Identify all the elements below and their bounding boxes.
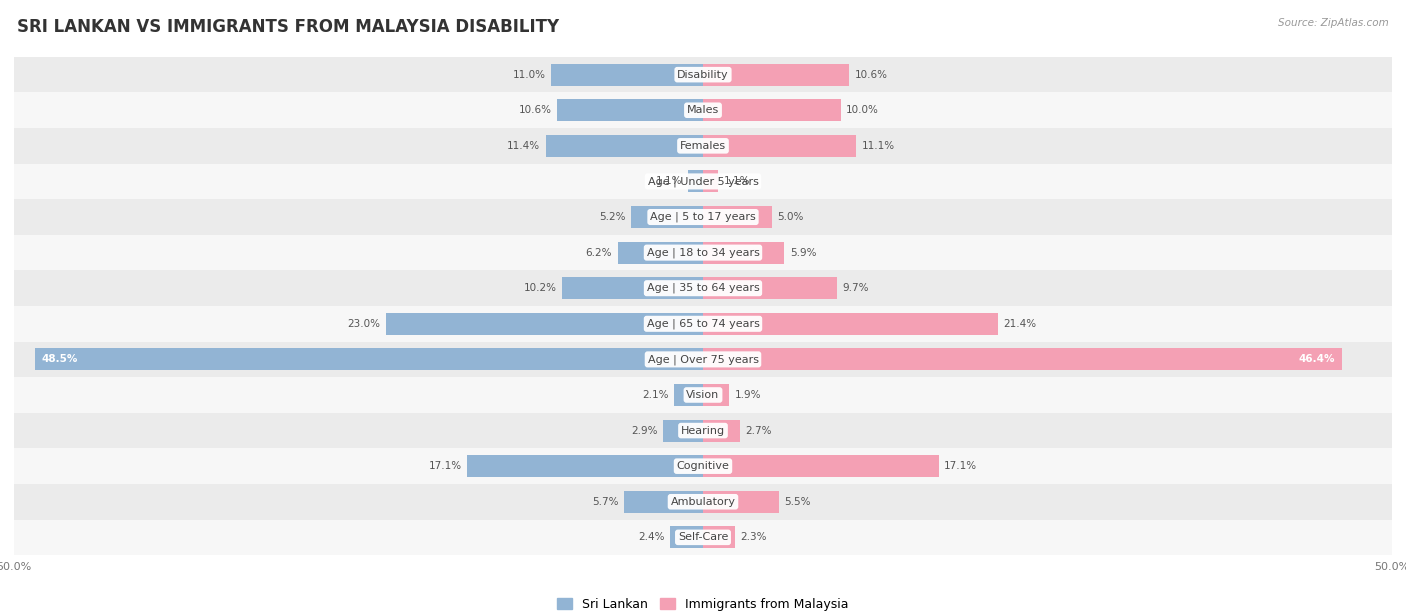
Text: Hearing: Hearing	[681, 425, 725, 436]
Bar	[14, 200, 1392, 235]
Bar	[703, 526, 735, 548]
Text: 10.6%: 10.6%	[855, 70, 887, 80]
Text: Age | 5 to 17 years: Age | 5 to 17 years	[650, 212, 756, 222]
Bar	[624, 491, 703, 513]
Bar	[703, 170, 718, 192]
Text: 48.5%: 48.5%	[42, 354, 77, 364]
Text: 1.1%: 1.1%	[655, 176, 682, 187]
Text: Disability: Disability	[678, 70, 728, 80]
Bar	[14, 128, 1392, 163]
Bar	[467, 455, 703, 477]
Bar	[557, 99, 703, 121]
Bar	[617, 242, 703, 264]
Text: 5.0%: 5.0%	[778, 212, 804, 222]
Bar	[664, 420, 703, 442]
Text: Source: ZipAtlas.com: Source: ZipAtlas.com	[1278, 18, 1389, 28]
Bar	[14, 235, 1392, 271]
Bar	[703, 491, 779, 513]
Text: 5.9%: 5.9%	[790, 248, 817, 258]
Text: 5.2%: 5.2%	[599, 212, 626, 222]
Text: Ambulatory: Ambulatory	[671, 497, 735, 507]
Text: Self-Care: Self-Care	[678, 532, 728, 542]
Text: Age | 65 to 74 years: Age | 65 to 74 years	[647, 318, 759, 329]
Bar	[688, 170, 703, 192]
Bar	[35, 348, 703, 370]
Bar	[703, 242, 785, 264]
Bar	[14, 163, 1392, 200]
Bar	[703, 99, 841, 121]
Bar	[703, 64, 849, 86]
Text: 2.4%: 2.4%	[638, 532, 665, 542]
Bar	[562, 277, 703, 299]
Text: 2.7%: 2.7%	[745, 425, 772, 436]
Text: SRI LANKAN VS IMMIGRANTS FROM MALAYSIA DISABILITY: SRI LANKAN VS IMMIGRANTS FROM MALAYSIA D…	[17, 18, 560, 36]
Text: Males: Males	[688, 105, 718, 115]
Bar	[703, 420, 740, 442]
Bar	[703, 455, 939, 477]
Text: 6.2%: 6.2%	[585, 248, 612, 258]
Text: 23.0%: 23.0%	[347, 319, 381, 329]
Bar	[546, 135, 703, 157]
Bar	[14, 92, 1392, 128]
Text: Age | 18 to 34 years: Age | 18 to 34 years	[647, 247, 759, 258]
Bar	[669, 526, 703, 548]
Text: 1.9%: 1.9%	[735, 390, 761, 400]
Text: Cognitive: Cognitive	[676, 461, 730, 471]
Bar	[14, 57, 1392, 92]
Text: 2.1%: 2.1%	[643, 390, 669, 400]
Bar	[703, 135, 856, 157]
Text: Age | Under 5 years: Age | Under 5 years	[648, 176, 758, 187]
Legend: Sri Lankan, Immigrants from Malaysia: Sri Lankan, Immigrants from Malaysia	[553, 593, 853, 612]
Bar	[703, 277, 837, 299]
Bar	[14, 341, 1392, 377]
Text: 9.7%: 9.7%	[842, 283, 869, 293]
Text: 17.1%: 17.1%	[945, 461, 977, 471]
Text: 1.1%: 1.1%	[724, 176, 751, 187]
Text: 5.7%: 5.7%	[592, 497, 619, 507]
Text: Age | 35 to 64 years: Age | 35 to 64 years	[647, 283, 759, 294]
Text: Age | Over 75 years: Age | Over 75 years	[648, 354, 758, 365]
Text: 11.4%: 11.4%	[508, 141, 540, 151]
Bar	[703, 313, 998, 335]
Bar	[673, 384, 703, 406]
Text: 11.0%: 11.0%	[513, 70, 546, 80]
Bar	[703, 384, 730, 406]
Text: 17.1%: 17.1%	[429, 461, 461, 471]
Text: Females: Females	[681, 141, 725, 151]
Bar	[14, 520, 1392, 555]
Bar	[703, 348, 1343, 370]
Text: 2.9%: 2.9%	[631, 425, 658, 436]
Text: 21.4%: 21.4%	[1004, 319, 1036, 329]
Text: 46.4%: 46.4%	[1299, 354, 1336, 364]
Text: 5.5%: 5.5%	[785, 497, 811, 507]
Text: 11.1%: 11.1%	[862, 141, 894, 151]
Text: 10.2%: 10.2%	[524, 283, 557, 293]
Bar	[14, 484, 1392, 520]
Bar	[14, 449, 1392, 484]
Bar	[631, 206, 703, 228]
Text: 10.0%: 10.0%	[846, 105, 879, 115]
Bar	[14, 412, 1392, 449]
Text: Vision: Vision	[686, 390, 720, 400]
Text: 10.6%: 10.6%	[519, 105, 551, 115]
Text: 2.3%: 2.3%	[740, 532, 766, 542]
Bar	[387, 313, 703, 335]
Bar	[703, 206, 772, 228]
Bar	[551, 64, 703, 86]
Bar	[14, 306, 1392, 341]
Bar	[14, 377, 1392, 412]
Bar	[14, 271, 1392, 306]
